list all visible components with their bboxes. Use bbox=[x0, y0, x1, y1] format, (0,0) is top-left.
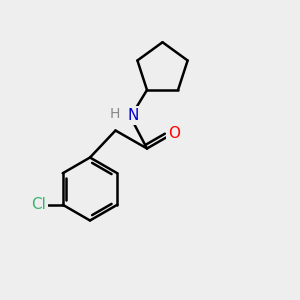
Text: O: O bbox=[168, 126, 180, 141]
Text: N: N bbox=[128, 108, 139, 123]
Text: Cl: Cl bbox=[31, 197, 46, 212]
Text: H: H bbox=[110, 107, 120, 121]
